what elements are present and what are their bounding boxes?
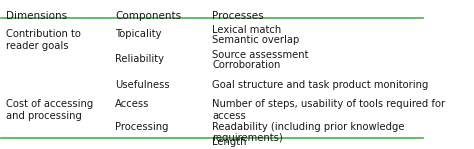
Text: Processes: Processes	[212, 11, 264, 21]
Text: Usefulness: Usefulness	[115, 80, 170, 90]
Text: Access: Access	[115, 99, 150, 109]
Text: Reliability: Reliability	[115, 55, 164, 65]
Text: Cost of accessing
and processing: Cost of accessing and processing	[6, 99, 93, 121]
Text: Semantic overlap: Semantic overlap	[212, 35, 300, 45]
Text: Lexical match: Lexical match	[212, 25, 282, 35]
Text: Corroboration: Corroboration	[212, 60, 281, 70]
Text: Topicality: Topicality	[115, 29, 162, 39]
Text: Goal structure and task product monitoring: Goal structure and task product monitori…	[212, 80, 428, 90]
Text: Number of steps, usability of tools required for
access: Number of steps, usability of tools requ…	[212, 99, 446, 121]
Text: Source assessment: Source assessment	[212, 50, 309, 60]
Text: Contribution to
reader goals: Contribution to reader goals	[6, 29, 81, 51]
Text: Processing: Processing	[115, 121, 169, 132]
Text: Length: Length	[212, 137, 247, 147]
Text: Components: Components	[115, 11, 182, 21]
Text: Readability (including prior knowledge
requirements): Readability (including prior knowledge r…	[212, 121, 405, 143]
Text: Dimensions: Dimensions	[6, 11, 67, 21]
